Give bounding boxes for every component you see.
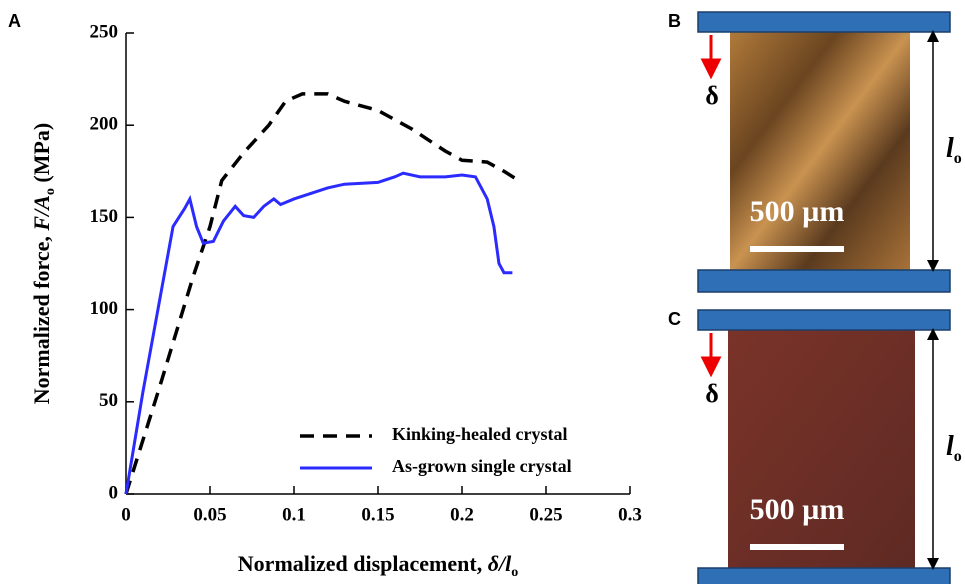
panel-label: A: [8, 11, 21, 31]
x-tick-label: 0.2: [450, 504, 474, 525]
sample-photo: [730, 32, 910, 270]
length-label-main: l: [946, 133, 954, 164]
x-tick-label: 0.15: [361, 504, 394, 525]
x-tick-label: 0.05: [193, 504, 226, 525]
load-arrow: [700, 333, 722, 378]
x-tick-label: 0.3: [618, 504, 642, 525]
legend-label: As-grown single crystal: [392, 456, 572, 476]
y-axis-label-part: o: [43, 188, 58, 195]
scale-label: 500 µm: [750, 493, 845, 526]
length-label: lo: [946, 133, 962, 166]
sample-photo: [728, 330, 915, 568]
series-line: [124, 171, 513, 495]
scale-bar: [750, 544, 844, 550]
y-axis-label-part: Normalized force,: [29, 231, 54, 405]
load-arrow: [700, 35, 722, 80]
platen-top: [697, 309, 951, 331]
y-axis-label: Normalized force, F/Ao (MPa): [29, 123, 58, 405]
platen-bottom: [697, 567, 951, 584]
length-label-sub: o: [954, 150, 962, 167]
x-tick-label: 0.25: [529, 504, 562, 525]
y-tick-label: 100: [90, 298, 119, 319]
platen-bottom: [697, 269, 951, 293]
x-tick-label: 0.1: [282, 504, 306, 525]
x-axis-label-part: Normalized displacement,: [238, 551, 488, 576]
x-axis-label-part: o: [511, 565, 518, 580]
scale-bar: [750, 246, 844, 252]
delta-label: δ: [705, 81, 719, 110]
length-label-sub: o: [954, 448, 962, 465]
length-label-main: l: [946, 431, 954, 462]
x-axis-label-part: δ/l: [488, 551, 512, 576]
panel-label: C: [668, 309, 681, 329]
y-tick-label: 0: [109, 482, 119, 503]
length-label: lo: [946, 431, 962, 464]
y-tick-label: 50: [99, 390, 118, 411]
x-axis-label: Normalized displacement, δ/lo: [238, 551, 518, 580]
y-axis-label-part: (MPa): [29, 123, 54, 188]
y-axis-label-part: F/A: [29, 195, 54, 231]
legend-label: Kinking-healed crystal: [392, 424, 568, 444]
delta-label: δ: [705, 379, 719, 408]
y-tick-label: 250: [90, 21, 119, 42]
y-tick-label: 150: [90, 206, 119, 227]
x-tick-label: 0: [121, 504, 131, 525]
platen-top: [697, 11, 951, 33]
panel-label: B: [668, 11, 681, 31]
scale-label: 500 µm: [750, 195, 845, 228]
series-line: [124, 92, 517, 495]
y-tick-label: 200: [90, 114, 119, 135]
